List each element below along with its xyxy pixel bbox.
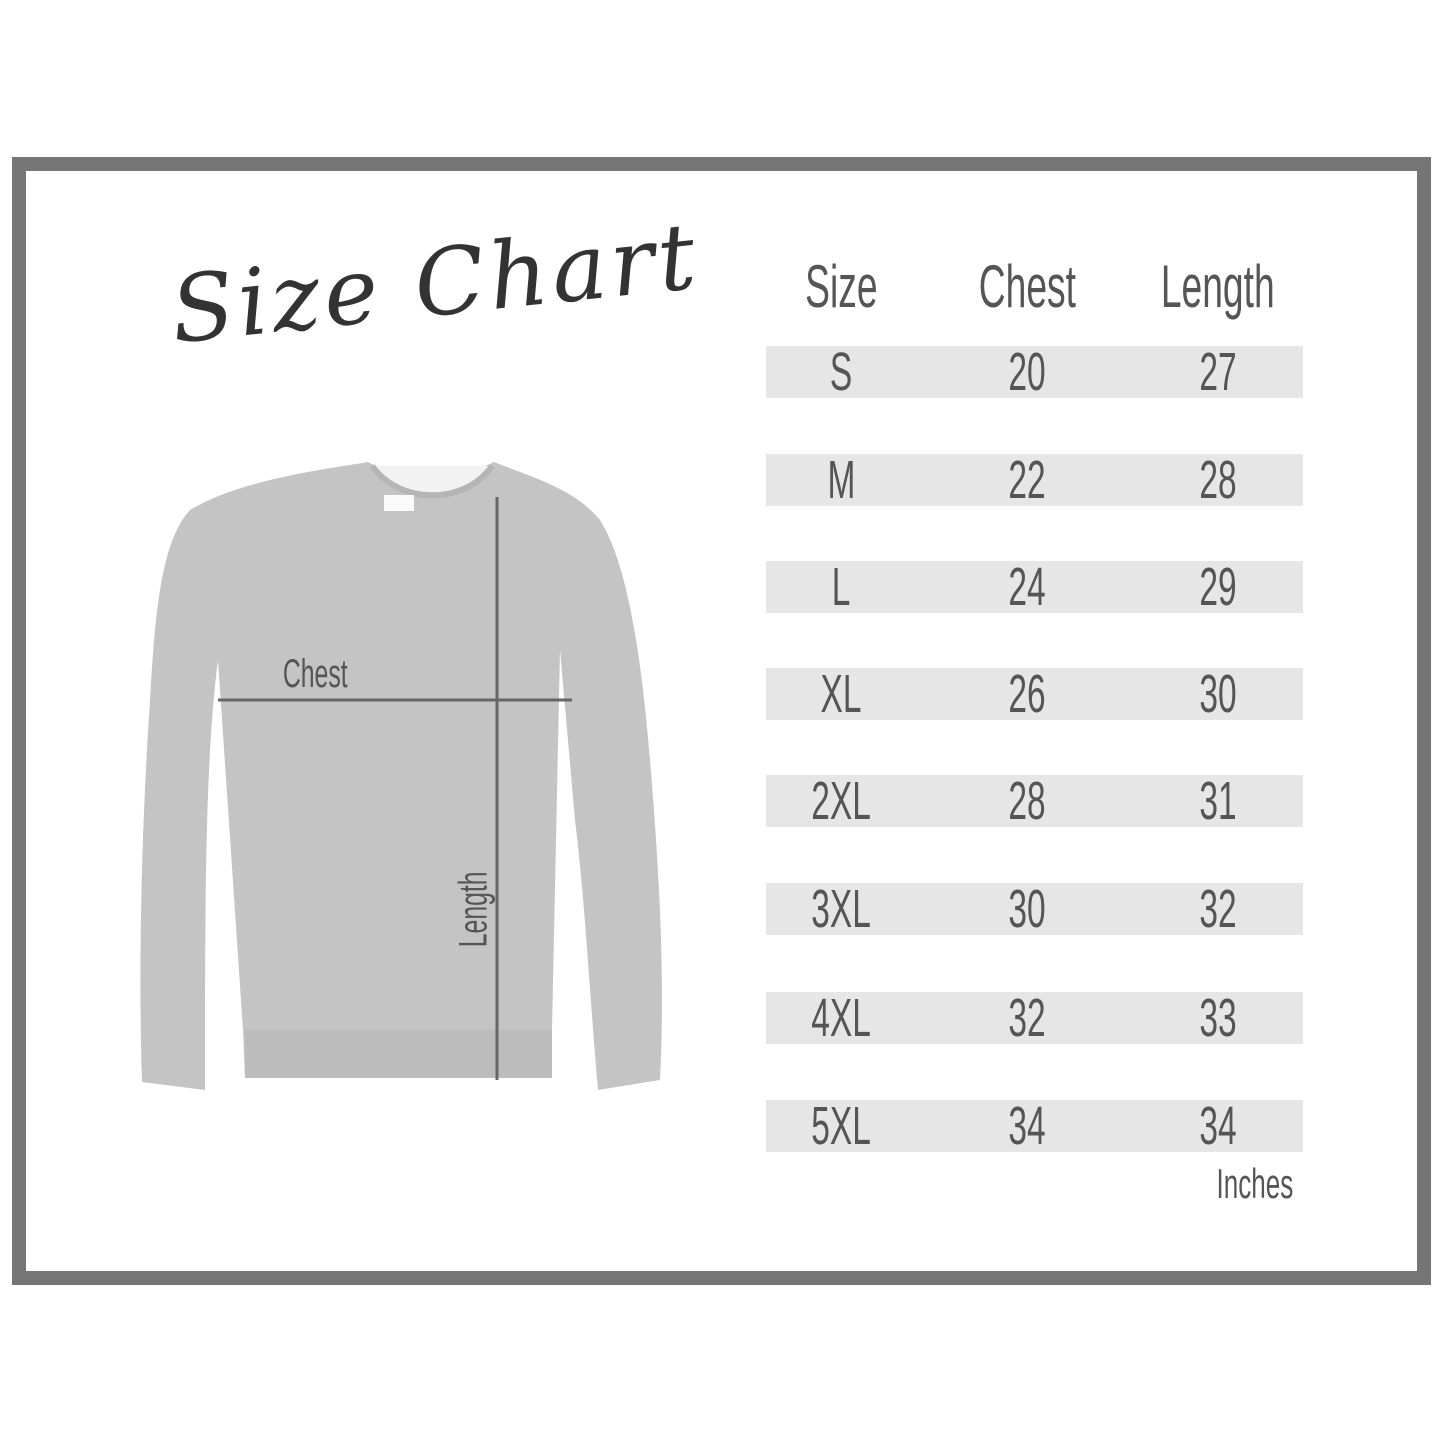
size-cell: L <box>831 557 851 617</box>
size-cell: 3XL <box>811 879 871 939</box>
length-cell: 29 <box>1199 557 1237 617</box>
chest-label: Chest <box>282 652 348 696</box>
chest-cell: 34 <box>1008 1096 1046 1156</box>
size-cell: S <box>829 342 853 402</box>
header-size: Size <box>804 253 878 320</box>
chest-cell: 30 <box>1008 879 1046 939</box>
table-row: 4XL 32 33 <box>766 988 1303 1048</box>
size-cell: 5XL <box>811 1096 871 1156</box>
chest-cell: 26 <box>1008 664 1046 724</box>
table-row: M 22 28 <box>766 450 1303 510</box>
size-cell: XL <box>820 664 862 724</box>
table-row: 5XL 34 34 <box>766 1096 1303 1156</box>
length-cell: 28 <box>1199 450 1237 510</box>
length-cell: 33 <box>1199 988 1237 1048</box>
header-chest: Chest <box>978 253 1076 320</box>
collar-tag <box>384 495 414 511</box>
chest-cell: 20 <box>1008 342 1046 402</box>
length-cell: 34 <box>1199 1096 1237 1156</box>
size-cell: 2XL <box>811 771 871 831</box>
header-length: Length <box>1161 253 1275 320</box>
chest-cell: 32 <box>1008 988 1046 1048</box>
sweatshirt-neckline <box>369 464 495 499</box>
chest-cell: 28 <box>1008 771 1046 831</box>
chest-cell: 24 <box>1008 557 1046 617</box>
size-cell: 4XL <box>811 988 871 1048</box>
length-cell: 32 <box>1199 879 1237 939</box>
table-row: S 20 27 <box>766 342 1303 402</box>
sweatshirt-body <box>140 462 662 1090</box>
table-row: 3XL 30 32 <box>766 879 1303 939</box>
size-cell: M <box>827 450 855 510</box>
chest-cell: 22 <box>1008 450 1046 510</box>
length-cell: 30 <box>1199 664 1237 724</box>
length-cell: 31 <box>1199 771 1237 831</box>
length-label: Length <box>451 871 496 948</box>
waistband <box>245 1030 552 1078</box>
units-label: Inches <box>1216 1160 1294 1207</box>
length-cell: 27 <box>1199 342 1237 402</box>
table-row: XL 26 30 <box>766 664 1303 724</box>
table-row: 2XL 28 31 <box>766 771 1303 831</box>
table-row: L 24 29 <box>766 557 1303 617</box>
